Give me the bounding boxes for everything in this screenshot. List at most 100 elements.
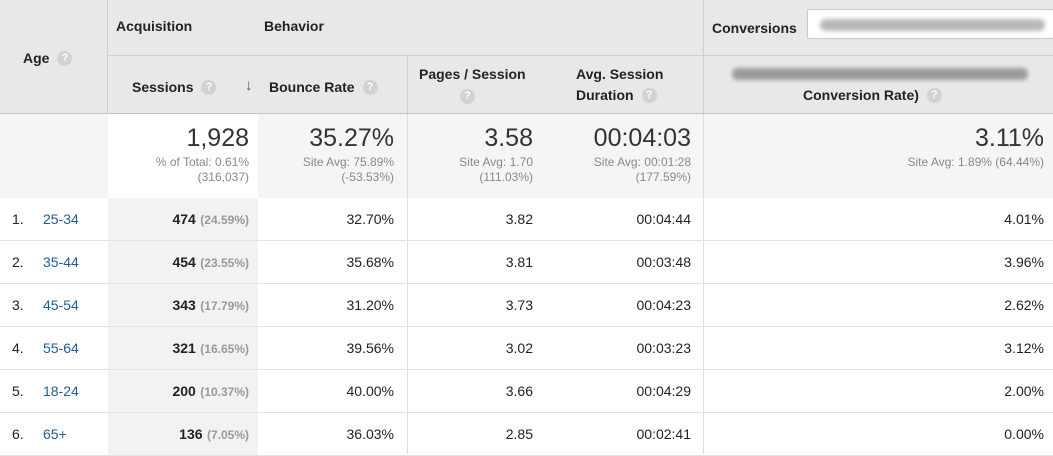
total-bounce-site-avg: Site Avg: 75.89%: [302, 155, 394, 169]
bounce-rate-value: 35.68%: [346, 254, 394, 270]
age-header-label[interactable]: Age: [23, 50, 50, 66]
pages-per-session-value: 2.85: [505, 426, 533, 442]
total-duration-site-avg: Site Avg: 00:01:28: [593, 155, 691, 169]
conversion-rate-value: 3.96%: [1004, 254, 1044, 270]
conversions-label: Conversions: [712, 20, 797, 36]
avg-session-duration-header-line1[interactable]: Avg. Session: [576, 66, 664, 82]
conversion-rate-value: 2.00%: [1004, 383, 1044, 399]
conversion-rate-value: 3.12%: [1004, 340, 1044, 356]
total-pages-delta: (111.03%): [479, 170, 533, 184]
avg-session-duration-value: 00:04:44: [636, 211, 692, 227]
total-sessions-share-line2: (316,037): [197, 170, 249, 184]
sessions-cell: 454 (23.55%): [172, 254, 249, 272]
total-bounce-rate-value: 35.27%: [309, 124, 394, 152]
total-pages-site-avg: Site Avg: 1.70: [459, 155, 533, 169]
pages-per-session-value: 3.73: [505, 297, 533, 313]
sessions-header-cell[interactable]: Sessions?: [108, 56, 258, 113]
bounce-rate-header-cell[interactable]: Bounce Rate?: [258, 56, 408, 113]
age-header-cell[interactable]: Age?: [0, 0, 108, 113]
sessions-cell: 343 (17.79%): [172, 297, 249, 315]
avg-session-duration-value: 00:04:29: [636, 383, 692, 399]
pages-per-session-value: 3.66: [505, 383, 533, 399]
sessions-value: 200: [172, 383, 196, 399]
header-bottom-border: [0, 113, 1053, 114]
sessions-value: 136: [179, 426, 203, 442]
pages-per-session-header-label[interactable]: Pages / Session: [419, 66, 526, 82]
goal-selector-dropdown[interactable]: [807, 9, 1053, 39]
avg-session-duration-header-cell[interactable]: Avg. Session Duration?: [555, 56, 703, 113]
acquisition-group-header: Acquisition: [116, 18, 193, 34]
total-pages-per-session-value: 3.58: [484, 124, 533, 152]
column-divider: [407, 114, 408, 454]
table-row: 4. 55-64 321 (16.65%) 39.56% 3.02 00:03:…: [0, 327, 1053, 370]
pages-per-session-value: 3.82: [505, 211, 533, 227]
total-pages-comparison: Site Avg: 1.70 (111.03%): [459, 155, 533, 185]
row-index: 6.: [12, 426, 24, 442]
avg-session-duration-value: 00:04:23: [636, 297, 692, 313]
total-duration-comparison: Site Avg: 00:01:28 (177.59%): [594, 155, 691, 185]
row-index: 3.: [12, 297, 24, 313]
sessions-share: (10.37%): [200, 385, 249, 399]
sessions-share: (24.59%): [200, 213, 249, 227]
avg-session-duration-value: 00:03:23: [636, 340, 692, 356]
help-icon[interactable]: ?: [57, 51, 73, 67]
sessions-cell-bg: [108, 370, 258, 412]
conversion-rate-value: 4.01%: [1004, 211, 1044, 227]
sort-descending-icon[interactable]: ↓: [245, 77, 253, 94]
help-icon[interactable]: ?: [201, 80, 217, 96]
redacted-goal-name: [732, 68, 1028, 80]
row-index: 2.: [12, 254, 24, 270]
help-icon[interactable]: ?: [460, 89, 475, 104]
total-avg-duration-value: 00:04:03: [593, 124, 691, 152]
sessions-cell-bg: [108, 413, 258, 455]
age-group-link[interactable]: 35-44: [43, 254, 79, 270]
sessions-cell: 200 (10.37%): [172, 383, 249, 401]
bounce-rate-header-label[interactable]: Bounce Rate: [269, 79, 355, 95]
avg-session-duration-header-line2[interactable]: Duration: [576, 87, 634, 103]
help-icon[interactable]: ?: [362, 80, 378, 96]
help-icon[interactable]: ?: [926, 88, 942, 104]
pages-per-session-header-cell[interactable]: Pages / Session ?: [407, 56, 555, 113]
total-sessions-share-line1: % of Total: 0.61%: [155, 155, 249, 169]
age-group-link[interactable]: 65+: [43, 426, 67, 442]
sessions-share: (23.55%): [200, 256, 249, 270]
bounce-rate-value: 36.03%: [346, 426, 394, 442]
sessions-cell-bg: [108, 284, 258, 326]
sessions-cell: 136 (7.05%): [179, 426, 249, 444]
age-group-link[interactable]: 25-34: [43, 211, 79, 227]
sessions-share: (16.65%): [200, 342, 249, 356]
help-icon[interactable]: ?: [641, 88, 657, 104]
pages-per-session-value: 3.02: [505, 340, 533, 356]
bounce-rate-value: 40.00%: [346, 383, 394, 399]
total-conversion-comparison: Site Avg: 1.89% (64.44%): [907, 155, 1044, 170]
conversion-rate-value: 2.62%: [1004, 297, 1044, 313]
total-conversion-rate-value: 3.11%: [974, 124, 1044, 152]
conversion-rate-header-cell[interactable]: Conversion Rate)?: [703, 56, 1053, 113]
table-row: 2. 35-44 454 (23.55%) 35.68% 3.81 00:03:…: [0, 241, 1053, 284]
total-bounce-rate-comparison: Site Avg: 75.89% (-53.53%): [303, 155, 394, 185]
column-divider: [703, 114, 704, 454]
avg-session-duration-value: 00:02:41: [636, 426, 692, 442]
sessions-value: 454: [172, 254, 196, 270]
sessions-cell-bg: [108, 198, 258, 240]
sessions-value: 321: [172, 340, 196, 356]
age-group-link[interactable]: 45-54: [43, 297, 79, 313]
age-group-link[interactable]: 18-24: [43, 383, 79, 399]
row-index: 5.: [12, 383, 24, 399]
pages-per-session-value: 3.81: [505, 254, 533, 270]
header-divider: [108, 55, 1053, 56]
bounce-rate-value: 31.20%: [346, 297, 394, 313]
conversions-group-header: Conversions: [703, 0, 1053, 56]
sessions-header-label[interactable]: Sessions: [132, 79, 194, 95]
age-group-link[interactable]: 55-64: [43, 340, 79, 356]
total-bounce-delta: (-53.53%): [341, 170, 394, 184]
bounce-rate-value: 39.56%: [346, 340, 394, 356]
row-index: 4.: [12, 340, 24, 356]
conversion-rate-header-label[interactable]: Conversion Rate): [803, 87, 919, 103]
sessions-cell: 321 (16.65%): [172, 340, 249, 358]
table-row: 6. 65+ 136 (7.05%) 36.03% 2.85 00:02:41 …: [0, 413, 1053, 456]
sessions-share: (17.79%): [200, 299, 249, 313]
total-conversion-site-avg: Site Avg: 1.89% (64.44%): [907, 155, 1044, 169]
total-sessions-value: 1,928: [186, 124, 249, 152]
